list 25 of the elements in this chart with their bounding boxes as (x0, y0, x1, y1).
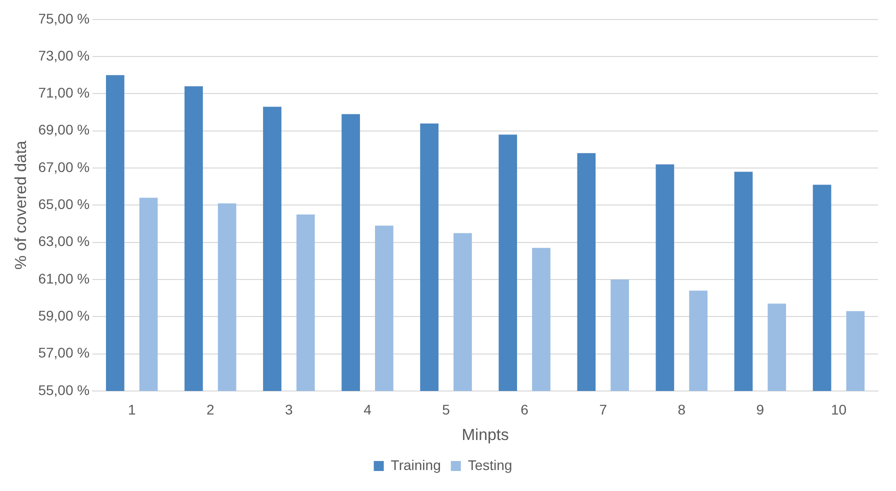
y-tick-label: 73,00 % (38, 47, 90, 64)
y-tick-label: 65,00 % (38, 196, 90, 212)
x-tick-label: 10 (830, 401, 847, 418)
y-tick-label: 59,00 % (38, 308, 90, 324)
y-tick-label: 71,00 % (38, 84, 90, 101)
y-tick-label: 57,00 % (38, 344, 90, 361)
y-tick-label: 67,00 % (38, 158, 90, 175)
y-tick-label: 69,00 % (38, 122, 90, 138)
legend-label: Training (390, 456, 441, 473)
x-tick-label: 8 (678, 401, 686, 418)
x-tick-label: 2 (206, 401, 214, 418)
x-tick-label: 1 (128, 401, 136, 418)
y-tick-label: 61,00 % (38, 270, 90, 286)
y-tick-label: 63,00 % (38, 233, 90, 250)
x-tick-label: 9 (756, 401, 764, 418)
x-tick-label: 6 (520, 401, 529, 418)
legend-label: Testing (468, 456, 512, 473)
x-tick-label: 7 (599, 401, 608, 418)
x-tick-label: 4 (364, 401, 372, 418)
x-tick-label: 5 (442, 401, 450, 418)
x-tick-label: 3 (285, 401, 294, 418)
y-tick-label: 75,00 % (38, 10, 90, 26)
y-tick-label: 55,00 % (38, 382, 90, 398)
y-axis-title: % of covered data (13, 140, 30, 270)
x-axis-title: Minpts (462, 426, 509, 444)
